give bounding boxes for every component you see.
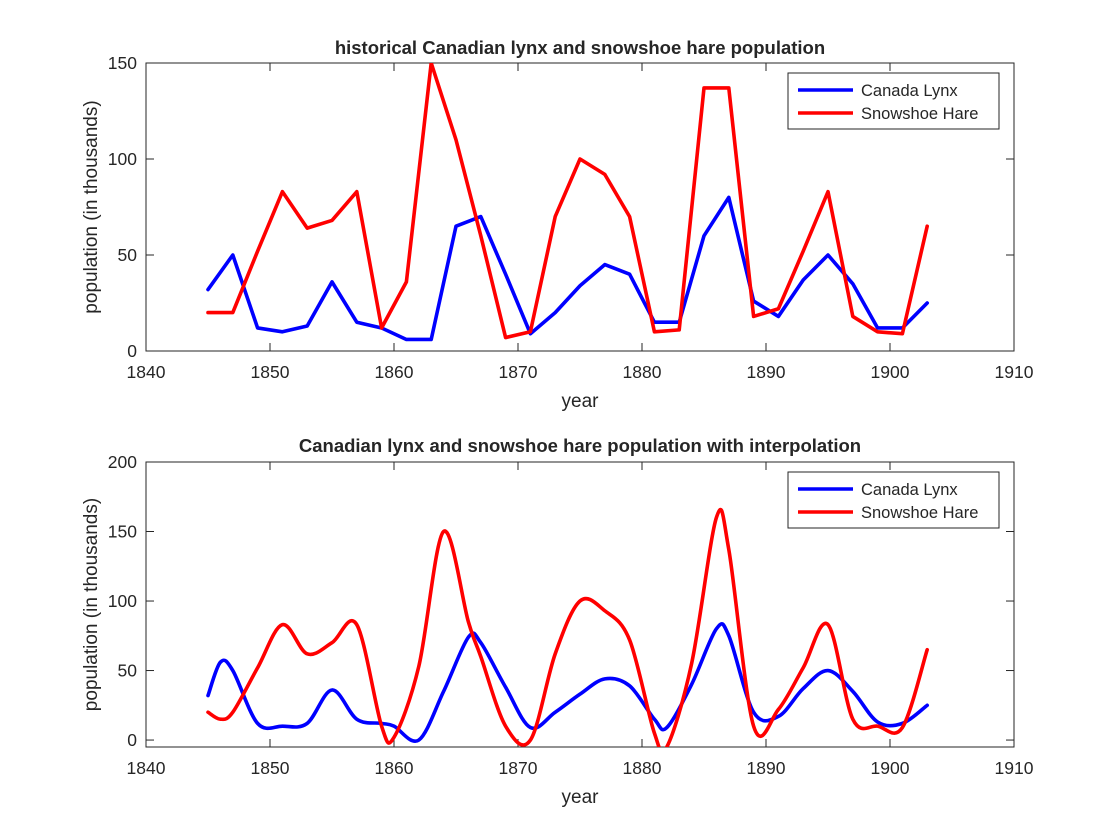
x-tick-label: 1860 [375,362,414,382]
legend-entry-label: Snowshoe Hare [861,504,978,522]
y-tick-label: 100 [108,591,137,611]
x-axis-label: year [562,787,600,808]
x-tick-label: 1890 [747,362,786,382]
x-tick-label: 1880 [623,362,662,382]
chart-title-bottom: Canadian lynx and snowshoe hare populati… [299,435,861,456]
subplot-bottom: Canadian lynx and snowshoe hare populati… [81,435,1034,808]
legend-entry-label: Canada Lynx [861,82,958,100]
series-line-snowshoe-hare [206,63,929,340]
y-tick-label: 100 [108,149,137,169]
y-tick-label: 0 [127,730,137,750]
x-tick-label: 1850 [251,758,290,778]
x-tick-label: 1860 [375,758,414,778]
x-tick-label: 1840 [127,362,166,382]
x-tick-label: 1900 [871,362,910,382]
y-tick-label: 150 [108,53,137,73]
plot-area-bottom: 1840 1850 1860 1870 1880 1890 1900 1910 0 50 100 15… [81,452,1034,808]
y-axis-label: population (in thousands) [81,498,102,711]
y-tick-label: 0 [127,341,137,361]
chart-title-top: historical Canadian lynx and snowshoe ha… [335,37,825,58]
x-tick-label: 1900 [871,758,910,778]
x-tick-label: 1840 [127,758,166,778]
legend: Canada Lynx Snowshoe Hare [787,72,1000,130]
y-tick-label: 150 [108,522,137,542]
legend-box [787,471,1000,529]
legend: Canada Lynx Snowshoe Hare [787,471,1000,529]
x-tick-label: 1890 [747,758,786,778]
x-tick-label: 1850 [251,362,290,382]
x-axis-label: year [562,391,600,412]
legend-entry-label: Snowshoe Hare [861,105,978,123]
plot-area-top: 1840 1850 1860 1870 1880 1890 1900 1910 0 50 100 15… [81,53,1034,412]
series-line-canada-lynx [206,195,929,342]
y-axis-label: population (in thousands) [81,100,102,313]
x-tick-label: 1880 [623,758,662,778]
legend-box [787,72,1000,130]
series-group [206,507,929,747]
x-tick-label: 1910 [995,758,1034,778]
x-tick-label: 1870 [499,758,538,778]
y-tick-label: 50 [118,245,138,265]
x-tick-label: 1870 [499,362,538,382]
subplot-top: historical Canadian lynx and snowshoe ha… [81,37,1034,412]
series-line-snowshoe-hare [206,507,929,747]
series-line-canada-lynx [206,622,929,744]
legend-entry-label: Canada Lynx [861,481,958,499]
x-tick-label: 1910 [995,362,1034,382]
series-group [206,63,929,342]
y-tick-label: 50 [118,661,138,681]
y-tick-label: 200 [108,452,137,472]
